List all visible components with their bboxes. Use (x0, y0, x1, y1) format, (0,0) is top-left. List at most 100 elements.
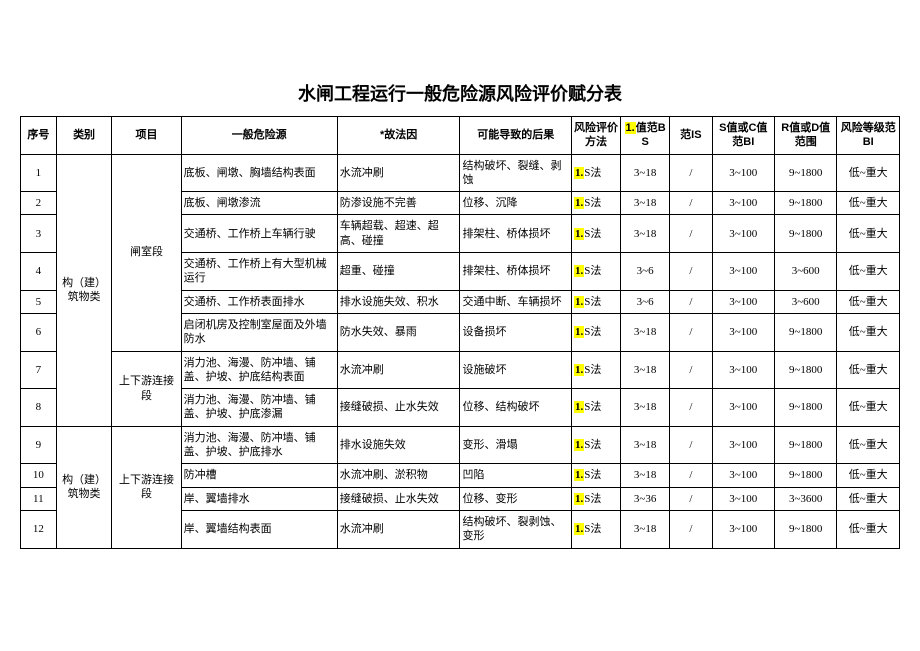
cell-cause: 防渗设施不完善 (337, 192, 460, 215)
cell-consequence: 设施破坏 (460, 351, 572, 389)
col-method: 风险评价方法 (572, 117, 621, 155)
cell-rd: 9~1800 (774, 510, 836, 548)
cell-rd: 9~1800 (774, 215, 836, 253)
cell-hazard: 底板、闸墩渗流 (181, 192, 337, 215)
col-bs: 1.值范BS (621, 117, 670, 155)
cell-rd: 3~600 (774, 290, 836, 313)
cell-hazard: 启闭机房及控制室屋面及外墙防水 (181, 313, 337, 351)
cell-seq: 2 (21, 192, 57, 215)
cell-seq: 5 (21, 290, 57, 313)
cell-seq: 11 (21, 487, 57, 510)
cell-level: 低~重大 (837, 510, 900, 548)
cell-bs: 3~18 (621, 389, 670, 427)
cell-rd: 3~600 (774, 253, 836, 291)
cell-level: 低~重大 (837, 351, 900, 389)
cell-rd: 9~1800 (774, 313, 836, 351)
cell-consequence: 结构破坏、裂缝、剥蚀 (460, 154, 572, 192)
cell-hazard: 交通桥、工作桥上有大型机械运行 (181, 253, 337, 291)
cell-level: 低~重大 (837, 154, 900, 192)
cell-level: 低~重大 (837, 215, 900, 253)
cell-hazard: 消力池、海漫、防冲墙、铺盖、护坡、护底渗漏 (181, 389, 337, 427)
cell-seq: 4 (21, 253, 57, 291)
col-hazard: 一般危险源 (181, 117, 337, 155)
cell-bs: 3~18 (621, 192, 670, 215)
cell-is: / (670, 290, 712, 313)
cell-sc: 3~100 (712, 253, 774, 291)
cell-bs: 3~36 (621, 487, 670, 510)
cell-method: 1.S法 (572, 426, 621, 464)
cell-hazard: 交通桥、工作桥表面排水 (181, 290, 337, 313)
cell-bs: 3~18 (621, 351, 670, 389)
risk-table: 序号 类别 项目 一般危险源 *故法因 可能导致的后果 风险评价方法 1.值范B… (20, 116, 900, 549)
cell-consequence: 结构破坏、裂剥蚀、变形 (460, 510, 572, 548)
cell-cause: 水流冲刷、淤积物 (337, 464, 460, 487)
cell-is: / (670, 313, 712, 351)
cell-sc: 3~100 (712, 351, 774, 389)
cell-is: / (670, 351, 712, 389)
cell-rd: 9~1800 (774, 426, 836, 464)
cell-hazard: 消力池、海漫、防冲墙、铺盖、护坡、护底排水 (181, 426, 337, 464)
cell-consequence: 位移、结构破坏 (460, 389, 572, 427)
cell-method: 1.S法 (572, 351, 621, 389)
cell-bs: 3~18 (621, 464, 670, 487)
cell-method: 1.S法 (572, 215, 621, 253)
cell-sc: 3~100 (712, 215, 774, 253)
cell-is: / (670, 464, 712, 487)
cell-cause: 水流冲刷 (337, 351, 460, 389)
cell-hazard: 底板、闸墩、胸墙结构表面 (181, 154, 337, 192)
col-seq: 序号 (21, 117, 57, 155)
cell-project: 上下游连接段 (112, 351, 181, 426)
cell-seq: 1 (21, 154, 57, 192)
cell-method: 1.S法 (572, 313, 621, 351)
cell-level: 低~重大 (837, 389, 900, 427)
cell-sc: 3~100 (712, 426, 774, 464)
cell-sc: 3~100 (712, 389, 774, 427)
cell-method: 1.S法 (572, 464, 621, 487)
cell-is: / (670, 154, 712, 192)
cell-cause: 接缝破损、止水失效 (337, 487, 460, 510)
cell-project: 闸室段 (112, 154, 181, 351)
cell-method: 1.S法 (572, 253, 621, 291)
cell-bs: 3~6 (621, 290, 670, 313)
cell-bs: 3~18 (621, 215, 670, 253)
cell-consequence: 位移、变形 (460, 487, 572, 510)
cell-bs: 3~6 (621, 253, 670, 291)
cell-cause: 超重、碰撞 (337, 253, 460, 291)
col-project: 项目 (112, 117, 181, 155)
cell-seq: 8 (21, 389, 57, 427)
cell-sc: 3~100 (712, 192, 774, 215)
cell-consequence: 排架柱、桥体损坏 (460, 253, 572, 291)
cell-level: 低~重大 (837, 192, 900, 215)
cell-is: / (670, 253, 712, 291)
cell-sc: 3~100 (712, 313, 774, 351)
cell-level: 低~重大 (837, 290, 900, 313)
cell-cause: 接缝破损、止水失效 (337, 389, 460, 427)
cell-hazard: 防冲槽 (181, 464, 337, 487)
cell-bs: 3~18 (621, 154, 670, 192)
table-row: 9构（建）筑物类上下游连接段消力池、海漫、防冲墙、铺盖、护坡、护底排水排水设施失… (21, 426, 900, 464)
cell-category: 构（建）筑物类 (56, 426, 112, 548)
cell-level: 低~重大 (837, 487, 900, 510)
cell-rd: 9~1800 (774, 192, 836, 215)
cell-cause: 车辆超载、超速、超高、碰撞 (337, 215, 460, 253)
cell-consequence: 变形、滑塌 (460, 426, 572, 464)
cell-rd: 9~1800 (774, 464, 836, 487)
cell-method: 1.S法 (572, 290, 621, 313)
cell-sc: 3~100 (712, 464, 774, 487)
cell-project: 上下游连接段 (112, 426, 181, 548)
cell-seq: 7 (21, 351, 57, 389)
cell-cause: 水流冲刷 (337, 154, 460, 192)
cell-cause: 排水设施失效、积水 (337, 290, 460, 313)
cell-hazard: 岸、翼墙排水 (181, 487, 337, 510)
cell-seq: 3 (21, 215, 57, 253)
cell-cause: 水流冲刷 (337, 510, 460, 548)
cell-rd: 9~1800 (774, 154, 836, 192)
cell-seq: 10 (21, 464, 57, 487)
col-level: 风险等级范BI (837, 117, 900, 155)
cell-cause: 防水失效、暴雨 (337, 313, 460, 351)
cell-sc: 3~100 (712, 154, 774, 192)
table-row: 1构（建）筑物类闸室段底板、闸墩、胸墙结构表面水流冲刷结构破坏、裂缝、剥蚀1.S… (21, 154, 900, 192)
table-row: 7上下游连接段消力池、海漫、防冲墙、铺盖、护坡、护底结构表面水流冲刷设施破坏1.… (21, 351, 900, 389)
cell-consequence: 设备损坏 (460, 313, 572, 351)
cell-level: 低~重大 (837, 464, 900, 487)
